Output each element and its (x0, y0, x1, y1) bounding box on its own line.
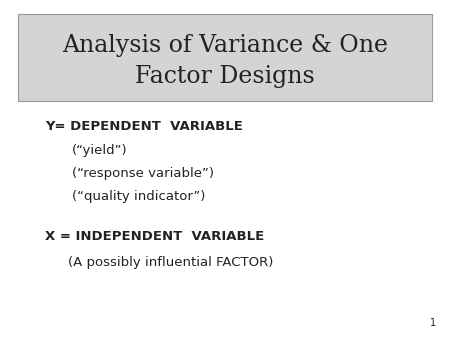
Text: (“yield”): (“yield”) (72, 144, 128, 157)
FancyBboxPatch shape (18, 14, 432, 101)
Text: X = INDEPENDENT  VARIABLE: X = INDEPENDENT VARIABLE (45, 230, 264, 243)
Text: 1: 1 (430, 318, 436, 328)
Text: (A possibly influential FACTOR): (A possibly influential FACTOR) (68, 257, 273, 269)
Text: Y= DEPENDENT  VARIABLE: Y= DEPENDENT VARIABLE (45, 120, 243, 133)
Text: Analysis of Variance & One: Analysis of Variance & One (62, 34, 388, 57)
Text: (“response variable”): (“response variable”) (72, 167, 214, 180)
Text: Factor Designs: Factor Designs (135, 65, 315, 88)
Text: (“quality indicator”): (“quality indicator”) (72, 190, 205, 203)
